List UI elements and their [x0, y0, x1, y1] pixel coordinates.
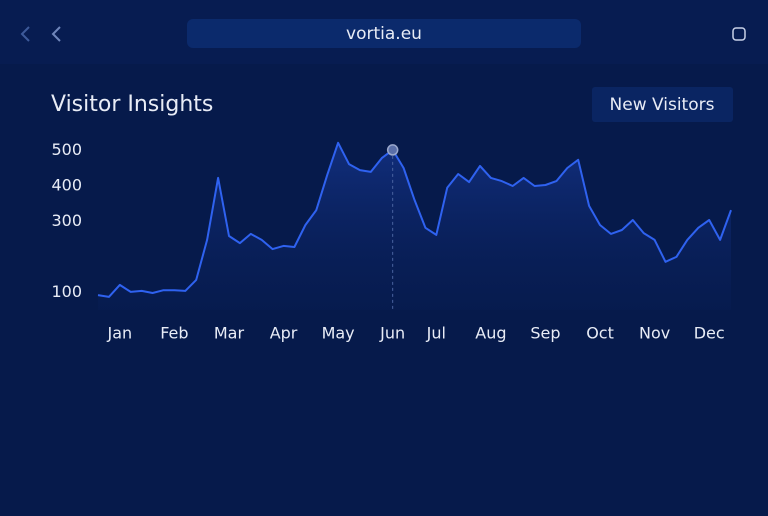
area — [98, 142, 731, 310]
x-tick-label: Dec — [694, 324, 725, 343]
button-label: New Visitors — [610, 95, 715, 115]
back-button[interactable] — [20, 26, 30, 42]
line — [97, 141, 732, 298]
y-tick-label: 100 — [51, 282, 82, 301]
back-button[interactable] — [51, 26, 61, 42]
x-tick-label: Jul — [426, 324, 446, 343]
x-tick-label: May — [322, 324, 355, 343]
tabs-button[interactable] — [732, 27, 746, 41]
x-tick-label: Feb — [160, 324, 188, 343]
x-tick-label: Apr — [270, 324, 298, 343]
new-visitors-button[interactable] — [592, 87, 733, 122]
x-tick-label: Oct — [586, 324, 614, 343]
y-tick-label: 300 — [51, 211, 82, 230]
x-tick-label: Jan — [106, 324, 132, 343]
url-bar[interactable] — [187, 19, 581, 48]
y-tick-label: 500 — [51, 140, 82, 159]
x-tick-label: Jun — [379, 324, 405, 343]
x-tick-label: Nov — [639, 324, 670, 343]
x-tick-label: Sep — [530, 324, 560, 343]
hover-point — [386, 144, 399, 156]
x-tick-label: Aug — [475, 324, 506, 343]
url: vortia.eu — [346, 24, 422, 44]
y-tick-label: 400 — [51, 176, 82, 195]
chart-title: Visitor Insights — [51, 92, 213, 117]
x-tick-label: Mar — [214, 324, 245, 343]
